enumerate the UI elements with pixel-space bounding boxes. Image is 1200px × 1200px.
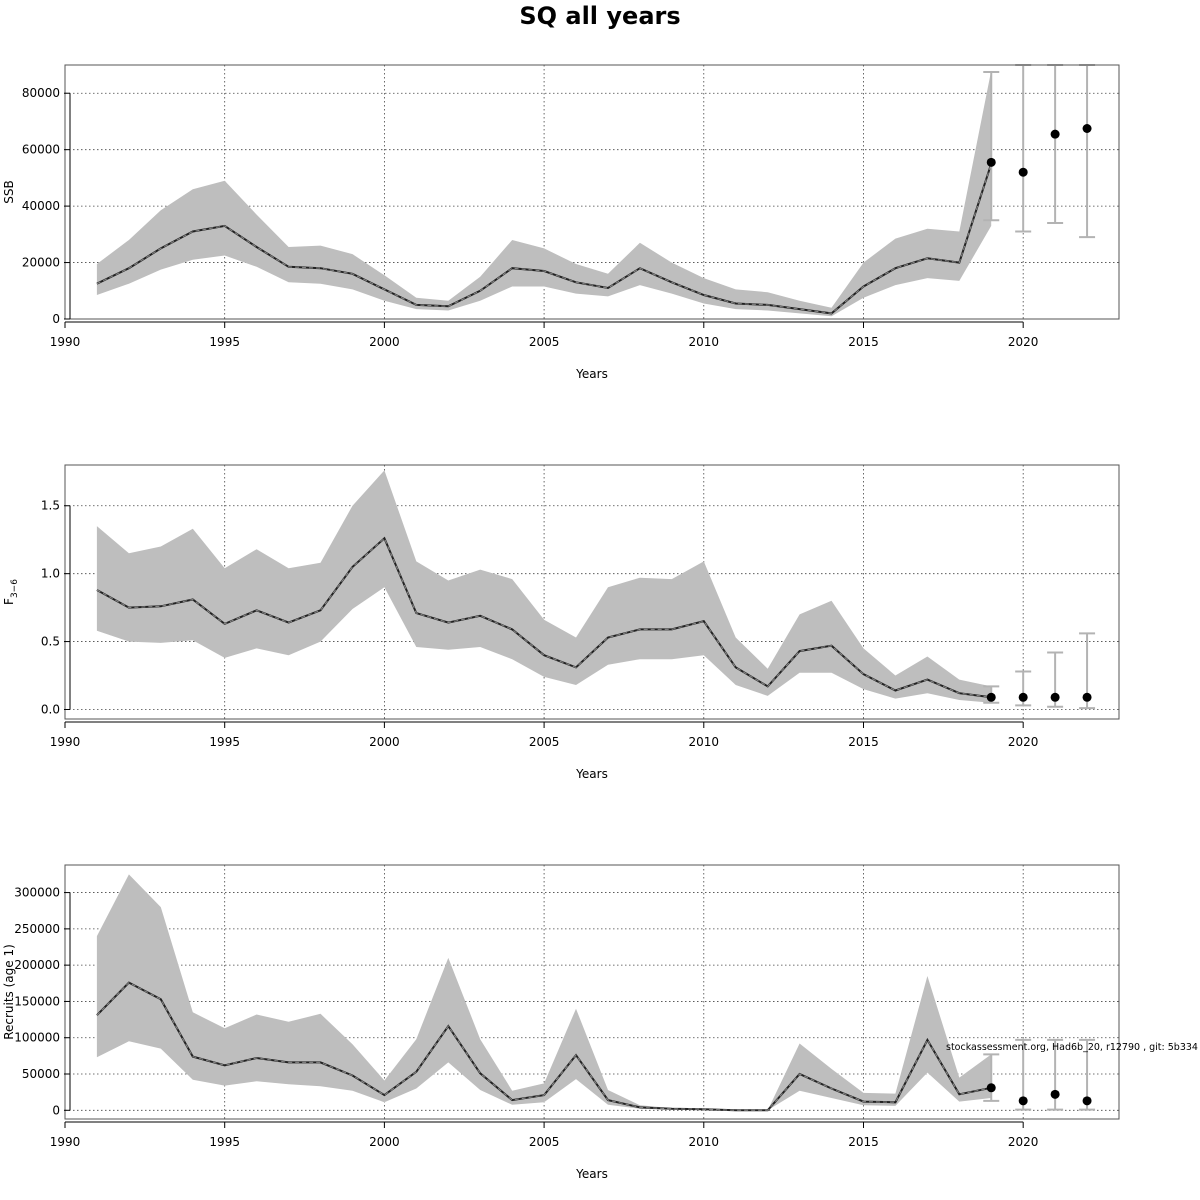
y-tick-label: 20000	[22, 256, 60, 270]
forecast-point	[1018, 1096, 1028, 1106]
x-tick-label: 2010	[689, 335, 720, 349]
y-tick-label: 1.5	[41, 499, 60, 513]
fishing-mortality-panel: 1990 1995 2000 2005 2010 2015 2020 Years 0.0 0.5 1…	[2, 464, 1120, 781]
x-tick-label: 2005	[529, 735, 560, 749]
y-tick-label: 100000	[14, 1031, 60, 1045]
x-tick-label: 1995	[209, 1135, 240, 1149]
y-tick-label: 80000	[22, 86, 60, 100]
x-tick-label: 2020	[1008, 735, 1039, 749]
y-tick-label: 50000	[22, 1067, 60, 1081]
y-tick-label: 0	[52, 1103, 60, 1117]
y-tick-label: 150000	[14, 994, 60, 1008]
y-axis-label: F3−6	[2, 579, 20, 605]
y-tick-label: 300000	[14, 886, 60, 900]
y-tick-label: 200000	[14, 958, 60, 972]
confidence-band	[96, 874, 992, 1111]
x-tick-label: 2020	[1008, 335, 1039, 349]
forecast-point	[1082, 692, 1092, 702]
x-tick-label: 1990	[50, 335, 81, 349]
x-tick-label: 2000	[369, 735, 400, 749]
x-tick-label: 1995	[209, 735, 240, 749]
x-tick-label: 2015	[848, 335, 879, 349]
forecast-point	[1082, 1096, 1092, 1106]
x-tick-label: 2015	[848, 735, 879, 749]
source-annotation: stockassessment.org, Had6b_20, r12790 , …	[946, 1042, 1198, 1053]
x-tick-label: 2010	[689, 735, 720, 749]
forecast-point	[1018, 167, 1028, 177]
x-axis-label: Years	[575, 767, 608, 781]
x-tick-label: 2010	[689, 1135, 720, 1149]
forecast-point	[1082, 124, 1092, 133]
x-tick-label: 2015	[848, 1135, 879, 1149]
forecast-point	[1018, 692, 1028, 702]
x-tick-label: 2000	[369, 335, 400, 349]
y-tick-label: 60000	[22, 143, 60, 157]
y-tick-label: 0	[52, 312, 60, 326]
forecast-point	[986, 157, 996, 167]
x-tick-label: 2020	[1008, 1135, 1039, 1149]
x-tick-label: 1990	[50, 1135, 81, 1149]
y-tick-label: 0.5	[41, 635, 60, 649]
plot-frame	[64, 464, 1120, 720]
y-tick-label: 0.0	[41, 702, 60, 716]
forecast-point	[986, 692, 996, 702]
estimate-line-dash	[96, 537, 992, 698]
chart-title: SQ all years	[519, 2, 680, 30]
ssb-panel: 1990 1995 2000 2005 2010 2015 2020 Years 0 20000 4…	[2, 64, 1120, 381]
estimate-line-dash	[96, 163, 992, 314]
x-axis-label: Years	[575, 1167, 608, 1181]
y-axis-label: SSB	[2, 180, 16, 203]
x-tick-label: 2005	[529, 335, 560, 349]
y-axis-label: Recruits (age 1)	[2, 944, 16, 1040]
recruits-panel: 1990 1995 2000 2005 2010 2015 2020 Years 0 50000 1…	[2, 864, 1120, 1181]
y-axis-label-subscript: 3−6	[10, 579, 20, 598]
forecast-point	[986, 1083, 996, 1093]
x-axis-label: Years	[575, 367, 608, 381]
x-tick-label: 1990	[50, 735, 81, 749]
plot-frame	[64, 64, 1120, 320]
forecast-point	[1050, 1089, 1060, 1099]
estimate-line-dash	[96, 981, 992, 1111]
forecast-point	[1050, 129, 1060, 139]
x-tick-label: 2000	[369, 1135, 400, 1149]
x-tick-label: 2005	[529, 1135, 560, 1149]
forecast-point	[1050, 692, 1060, 702]
plot-frame	[64, 864, 1120, 1120]
y-tick-label: 1.0	[41, 567, 60, 581]
x-tick-label: 1995	[209, 335, 240, 349]
confidence-band	[96, 70, 992, 317]
y-tick-label: 250000	[14, 922, 60, 936]
y-tick-label: 40000	[22, 199, 60, 213]
